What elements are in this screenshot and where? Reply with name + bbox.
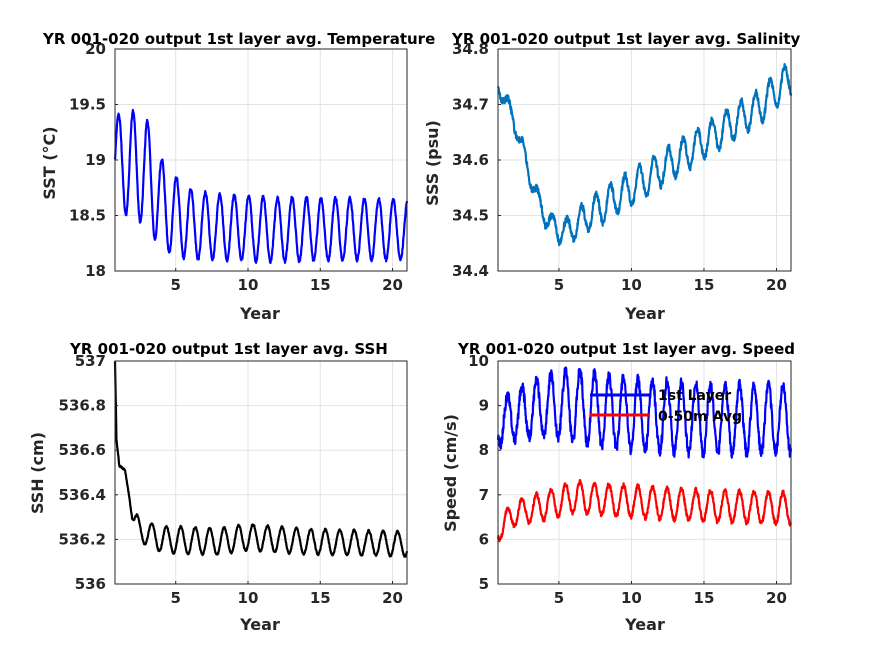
ssh-x-axis-label: Year: [239, 615, 280, 634]
ssh-series-line: [113, 361, 409, 558]
legend-label-1st-layer: 1st Layer: [658, 388, 731, 404]
salinity-x-tick-label: 10: [621, 276, 642, 294]
ssh-y-tick-label: 536: [75, 575, 106, 593]
salinity-x-tick-label: 5: [554, 276, 564, 294]
ssh-y-tick-label: 537: [75, 352, 106, 370]
ssh-y-tick-label: 536.2: [59, 530, 106, 548]
speed-y-tick-label: 9: [479, 397, 489, 415]
salinity-panel: 5 10 15 20 34.4 34.5 34.6 34.7 34.8: [452, 40, 793, 294]
temperature-x-tick-label: 15: [310, 276, 331, 294]
speed-y-tick-label: 8: [479, 441, 489, 459]
speed-chart-title: YR 001-020 output 1st layer avg. Speed: [457, 340, 795, 358]
temperature-y-tick-label: 18: [85, 262, 106, 280]
ssh-y-axis-label: SSH (cm): [28, 432, 47, 514]
temperature-x-tick-label: 5: [170, 276, 180, 294]
ssh-y-tick-label: 536.4: [59, 486, 106, 504]
salinity-y-tick-label: 34.7: [452, 96, 489, 114]
speed-series-line-0-50m-avg: [496, 478, 793, 543]
ssh-y-tick-label: 536.8: [59, 397, 106, 415]
speed-y-tick-label: 7: [479, 486, 489, 504]
speed-x-tick-label: 5: [554, 589, 564, 607]
ssh-y-tick-label: 536.6: [59, 441, 106, 459]
temperature-y-tick-label: 19: [85, 151, 106, 169]
speed-y-tick-label: 6: [479, 530, 489, 548]
ssh-x-tick-label: 5: [170, 589, 180, 607]
salinity-series-line: [496, 62, 793, 247]
temperature-panel: 5 10 15 20 18 18.5 19 19.5 20: [69, 40, 409, 294]
temperature-x-tick-label: 10: [238, 276, 259, 294]
temperature-y-axis-label: SST (°C): [40, 126, 59, 199]
ssh-chart-title: YR 001-020 output 1st layer avg. SSH: [69, 340, 388, 358]
salinity-chart-title: YR 001-020 output 1st layer avg. Salinit…: [451, 30, 801, 48]
salinity-x-tick-label: 20: [766, 276, 787, 294]
temperature-x-axis-label: Year: [239, 304, 280, 323]
salinity-y-tick-label: 34.6: [452, 151, 489, 169]
salinity-y-axis-label: SSS (psu): [423, 120, 442, 206]
ssh-x-tick-label: 10: [238, 589, 259, 607]
salinity-y-tick-label: 34.4: [452, 262, 489, 280]
ssh-axes-box: [114, 360, 408, 585]
temperature-chart-title: YR 001-020 output 1st layer avg. Tempera…: [42, 30, 435, 48]
speed-series-line-1st-layer: [496, 366, 793, 459]
temperature-y-tick-label: 18.5: [69, 207, 106, 225]
salinity-x-axis-label: Year: [624, 304, 665, 323]
speed-x-tick-label: 10: [621, 589, 642, 607]
ssh-x-tick-label: 15: [310, 589, 331, 607]
speed-x-axis-label: Year: [624, 615, 665, 634]
salinity-x-tick-label: 15: [694, 276, 715, 294]
ssh-panel: 5 10 15 20 536 536.2 536.4 536.6 536.8 537: [59, 352, 409, 607]
speed-x-tick-label: 15: [694, 589, 715, 607]
temperature-y-tick-label: 19.5: [69, 96, 106, 114]
speed-y-axis-label: Speed (cm/s): [441, 414, 460, 532]
temperature-y-tick-label: 20: [85, 40, 106, 58]
temperature-series-line: [113, 108, 409, 265]
speed-y-tick-label: 5: [479, 575, 489, 593]
speed-axes-box: [497, 360, 792, 585]
speed-panel: 5 10 15 20 5 6 7 8 9 10: [468, 352, 793, 607]
ssh-x-tick-label: 20: [382, 589, 403, 607]
speed-legend: 1st Layer 0-50m Avg: [590, 388, 742, 425]
speed-y-tick-label: 10: [468, 352, 489, 370]
salinity-y-tick-label: 34.8: [452, 40, 489, 58]
speed-x-tick-label: 20: [766, 589, 787, 607]
salinity-y-tick-label: 34.5: [452, 207, 489, 225]
temperature-x-tick-label: 20: [382, 276, 403, 294]
legend-label-0-50m-avg: 0-50m Avg: [658, 409, 742, 425]
